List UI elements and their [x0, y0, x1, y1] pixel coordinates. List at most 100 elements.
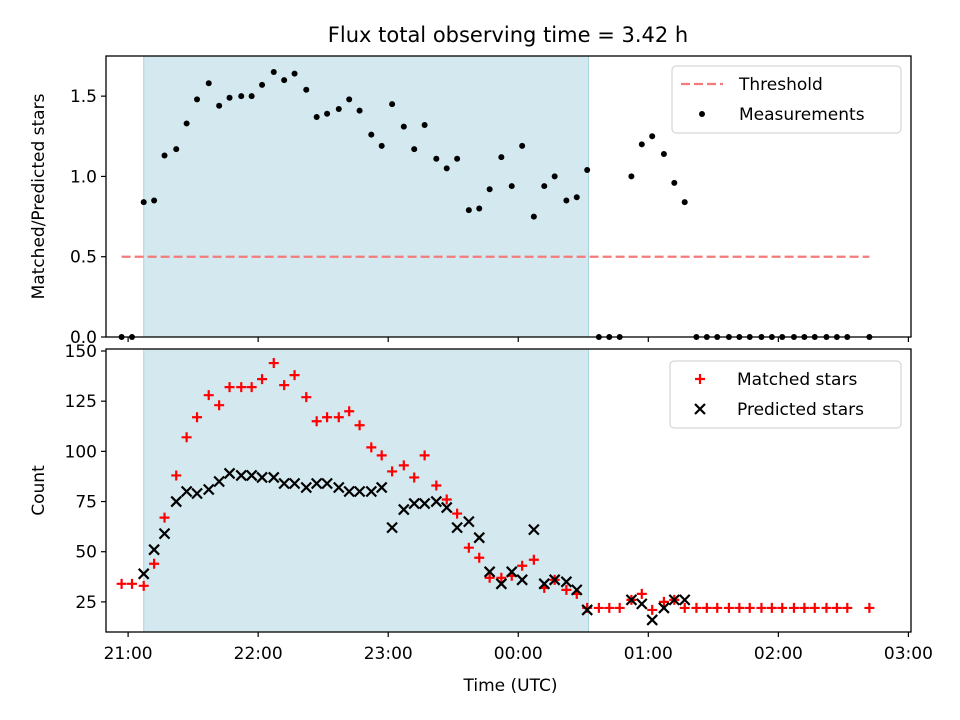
measurement-point	[303, 86, 310, 93]
predicted-stars-point	[636, 598, 648, 610]
measurement-point	[638, 141, 645, 148]
y-tick-label: 1.5	[70, 87, 97, 107]
legend-label: Measurements	[739, 105, 865, 125]
matched-stars-point	[691, 602, 702, 613]
matched-stars-point	[431, 480, 442, 491]
matched-stars-point	[441, 494, 452, 505]
matched-stars-point	[354, 420, 365, 431]
predicted-stars-point	[408, 497, 420, 510]
predicted-stars-point	[528, 523, 540, 536]
measurement-point	[660, 150, 667, 157]
matched-stars-point	[203, 390, 214, 401]
predicted-stars-point	[560, 576, 573, 588]
matched-stars-point	[777, 602, 788, 613]
predicted-stars-point	[223, 467, 236, 480]
matched-stars-point	[463, 542, 474, 553]
matched-stars-point	[224, 382, 235, 393]
matched-stars-point	[756, 602, 767, 613]
predicted-stars-point	[321, 477, 333, 490]
predicted-stars-point	[678, 594, 691, 606]
chart-title: Flux total observing time = 3.42 h	[328, 23, 688, 47]
matched-stars-point	[647, 604, 658, 615]
matched-stars-point	[604, 602, 615, 613]
predicted-stars-point	[148, 543, 160, 556]
predicted-stars-point	[538, 578, 551, 590]
predicted-stars-point	[548, 574, 561, 586]
predicted-stars-point	[375, 481, 388, 494]
matched-stars-point	[712, 602, 723, 613]
measurement-point	[573, 194, 580, 201]
matched-stars-point	[214, 400, 225, 411]
matched-stars-point	[171, 470, 182, 481]
x-tick-label: 22:00	[234, 644, 283, 664]
measurement-point	[324, 110, 331, 117]
matched-stars-point	[484, 572, 495, 583]
measurement-point	[584, 167, 591, 174]
measurement-point	[346, 96, 353, 103]
matched-stars-point	[116, 578, 127, 589]
x-tick-label: 02:00	[754, 644, 803, 664]
matched-stars-point	[831, 602, 842, 613]
matched-stars-point	[398, 460, 409, 471]
matched-stars-point	[409, 472, 420, 483]
x-tick-label: 21:00	[104, 644, 153, 664]
legend-label: Threshold	[738, 75, 823, 95]
matched-stars-point	[127, 578, 138, 589]
matched-stars-point	[723, 602, 734, 613]
matched-stars-point	[149, 558, 160, 569]
legend-matched-marker	[695, 374, 705, 384]
y-tick-label: 100	[65, 442, 97, 462]
measurement-point	[194, 96, 201, 103]
x-tick-label: 00:00	[494, 644, 543, 664]
y-tick-label: 75	[75, 493, 97, 513]
y-tick-label: 0.5	[70, 248, 97, 268]
legend-measurement-marker	[699, 111, 705, 117]
predicted-stars-point	[365, 485, 378, 498]
predicted-stars-point	[430, 495, 443, 508]
predicted-stars-point	[451, 521, 463, 534]
measurement-point	[356, 107, 363, 114]
measurement-point	[628, 173, 635, 180]
predicted-stars-point	[658, 602, 670, 614]
matched-stars-point	[864, 602, 875, 613]
measurement-point	[291, 70, 298, 77]
measurement-point	[671, 179, 678, 186]
matched-stars-point	[159, 512, 170, 523]
measurement-point	[205, 80, 212, 87]
predicted-stars-point	[483, 566, 496, 578]
legend-label: Predicted stars	[737, 400, 864, 420]
y-axis-label: Matched/Predicted stars	[29, 93, 49, 299]
measurement-point	[151, 197, 158, 204]
legend-label: Matched stars	[737, 370, 857, 390]
matched-stars-point	[636, 588, 647, 599]
measurement-point	[551, 173, 558, 180]
matched-stars-point	[496, 572, 507, 583]
measurement-point	[248, 93, 255, 100]
measurement-point	[140, 199, 147, 206]
predicted-stars-point	[213, 475, 225, 488]
matched-stars-point	[257, 374, 268, 385]
predicted-stars-point	[256, 471, 268, 484]
predicted-stars-point	[570, 584, 583, 596]
measurement-point	[368, 131, 375, 138]
measurement-point	[378, 142, 385, 149]
matched-stars-point	[279, 380, 290, 391]
measurement-point	[433, 155, 440, 162]
measurement-point	[465, 207, 472, 214]
matched-stars-point	[744, 602, 755, 613]
count-panel: 21:00 22:00 23:00 00:00 01:00 02:00 03:00 25 50 7…	[29, 342, 933, 696]
measurement-point	[270, 69, 277, 76]
measurement-point	[443, 165, 450, 172]
matched-stars-point	[376, 450, 387, 461]
predicted-stars-point	[137, 568, 150, 580]
matched-stars-point	[387, 466, 398, 477]
matched-stars-point	[452, 508, 463, 519]
matched-stars-point	[593, 602, 604, 613]
observing-span	[143, 349, 589, 632]
predicted-stars-point	[473, 531, 486, 544]
measurement-point	[281, 77, 288, 84]
matched-stars-point	[658, 596, 669, 607]
y-tick-label: 0.0	[70, 328, 97, 348]
matched-stars-point	[701, 602, 712, 613]
matched-stars-point	[614, 602, 625, 613]
